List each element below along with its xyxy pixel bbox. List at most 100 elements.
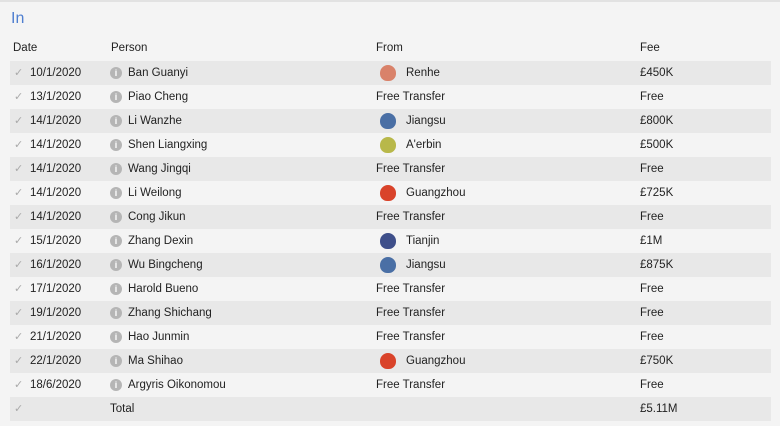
from-text: Free Transfer bbox=[376, 331, 446, 343]
person-name[interactable]: Harold Bueno bbox=[128, 283, 199, 295]
from-text: Free Transfer bbox=[376, 283, 446, 295]
table-row[interactable]: ✓ 22/1/2020 i Ma Shihao Guangzhou £750K bbox=[10, 349, 771, 373]
person-name[interactable]: Ban Guanyi bbox=[128, 67, 189, 79]
header-date[interactable]: Date bbox=[13, 42, 38, 54]
club-name[interactable]: Guangzhou bbox=[406, 187, 466, 199]
header-person[interactable]: Person bbox=[111, 42, 148, 54]
checkmark-icon: ✓ bbox=[14, 139, 24, 151]
info-icon[interactable]: i bbox=[110, 235, 122, 247]
table-row[interactable]: ✓ 14/1/2020 i Shen Liangxing A'erbin £500… bbox=[10, 133, 771, 157]
total-fee: £5.11M bbox=[640, 403, 678, 415]
club-badge-icon bbox=[380, 185, 396, 201]
person-name[interactable]: Cong Jikun bbox=[128, 211, 186, 223]
info-icon[interactable]: i bbox=[110, 163, 122, 175]
checkmark-icon: ✓ bbox=[14, 403, 24, 415]
info-icon[interactable]: i bbox=[110, 115, 122, 127]
club-name[interactable]: Tianjin bbox=[406, 235, 440, 247]
club-badge-icon bbox=[380, 137, 396, 153]
top-divider bbox=[0, 0, 780, 2]
table-row[interactable]: ✓ 13/1/2020 i Piao Cheng Free Transfer Fr… bbox=[10, 85, 771, 109]
from-text: Free Transfer bbox=[376, 379, 446, 391]
person-name[interactable]: Zhang Shichang bbox=[128, 307, 212, 319]
info-icon[interactable]: i bbox=[110, 355, 122, 367]
date-cell: 18/6/2020 bbox=[30, 379, 82, 391]
header-fee[interactable]: Fee bbox=[640, 42, 660, 54]
fee-cell: £750K bbox=[640, 355, 674, 367]
person-name[interactable]: Shen Liangxing bbox=[128, 139, 208, 151]
checkmark-icon: ✓ bbox=[14, 283, 24, 295]
table-row[interactable]: ✓ 15/1/2020 i Zhang Dexin Tianjin £1M bbox=[10, 229, 771, 253]
checkmark-icon: ✓ bbox=[14, 211, 24, 223]
table-row[interactable]: ✓ 19/1/2020 i Zhang Shichang Free Transfe… bbox=[10, 301, 771, 325]
fee-cell: £450K bbox=[640, 67, 674, 79]
info-icon[interactable]: i bbox=[110, 91, 122, 103]
total-row: ✓ Total £5.11M bbox=[10, 397, 771, 421]
info-icon[interactable]: i bbox=[110, 283, 122, 295]
date-cell: 14/1/2020 bbox=[30, 187, 82, 199]
from-text: Free Transfer bbox=[376, 307, 446, 319]
club-name[interactable]: Jiangsu bbox=[406, 259, 446, 271]
fee-cell: £800K bbox=[640, 115, 674, 127]
fee-cell: Free bbox=[640, 283, 664, 295]
table-row[interactable]: ✓ 17/1/2020 i Harold Bueno Free Transfer … bbox=[10, 277, 771, 301]
table-row[interactable]: ✓ 14/1/2020 i Li Weilong Guangzhou £725K bbox=[10, 181, 771, 205]
person-name[interactable]: Li Weilong bbox=[128, 187, 182, 199]
club-name[interactable]: Guangzhou bbox=[406, 355, 466, 367]
date-cell: 15/1/2020 bbox=[30, 235, 82, 247]
club-badge-icon bbox=[380, 353, 396, 369]
person-name[interactable]: Li Wanzhe bbox=[128, 115, 182, 127]
table-row[interactable]: ✓ 21/1/2020 i Hao Junmin Free Transfer Fr… bbox=[10, 325, 771, 349]
date-cell: 14/1/2020 bbox=[30, 115, 82, 127]
date-cell: 13/1/2020 bbox=[30, 91, 82, 103]
from-cell: Free Transfer bbox=[376, 277, 445, 301]
person-name[interactable]: Wu Bingcheng bbox=[128, 259, 203, 271]
from-cell: Free Transfer bbox=[376, 85, 445, 109]
table-row[interactable]: ✓ 16/1/2020 i Wu Bingcheng Jiangsu £875K bbox=[10, 253, 771, 277]
from-cell: Free Transfer bbox=[376, 205, 445, 229]
info-icon[interactable]: i bbox=[110, 379, 122, 391]
club-badge-icon bbox=[380, 113, 396, 129]
checkmark-icon: ✓ bbox=[14, 331, 24, 343]
table-row[interactable]: ✓ 18/6/2020 i Argyris Oikonomou Free Tran… bbox=[10, 373, 771, 397]
person-name[interactable]: Zhang Dexin bbox=[128, 235, 194, 247]
checkmark-icon: ✓ bbox=[14, 91, 24, 103]
checkmark-icon: ✓ bbox=[14, 115, 24, 127]
checkmark-icon: ✓ bbox=[14, 307, 24, 319]
info-icon[interactable]: i bbox=[110, 139, 122, 151]
person-name[interactable]: Argyris Oikonomou bbox=[128, 379, 226, 391]
table-row[interactable]: ✓ 14/1/2020 i Cong Jikun Free Transfer Fr… bbox=[10, 205, 771, 229]
table-row[interactable]: ✓ 14/1/2020 i Li Wanzhe Jiangsu £800K bbox=[10, 109, 771, 133]
from-text: Free Transfer bbox=[376, 91, 446, 103]
info-icon[interactable]: i bbox=[110, 67, 122, 79]
club-badge-icon bbox=[380, 233, 396, 249]
fee-cell: Free bbox=[640, 91, 664, 103]
person-name[interactable]: Hao Junmin bbox=[128, 331, 190, 343]
date-cell: 16/1/2020 bbox=[30, 259, 82, 271]
info-icon[interactable]: i bbox=[110, 259, 122, 271]
club-name[interactable]: A'erbin bbox=[406, 139, 442, 151]
table-row[interactable]: ✓ 10/1/2020 i Ban Guanyi Renhe £450K bbox=[10, 61, 771, 85]
fee-cell: £725K bbox=[640, 187, 674, 199]
fee-cell: Free bbox=[640, 331, 664, 343]
club-name[interactable]: Jiangsu bbox=[406, 115, 446, 127]
info-icon[interactable]: i bbox=[110, 211, 122, 223]
date-cell: 14/1/2020 bbox=[30, 139, 82, 151]
person-name[interactable]: Piao Cheng bbox=[128, 91, 189, 103]
date-cell: 19/1/2020 bbox=[30, 307, 82, 319]
from-cell: Free Transfer bbox=[376, 301, 445, 325]
club-badge-icon bbox=[380, 65, 396, 81]
from-cell: Free Transfer bbox=[376, 325, 445, 349]
person-name[interactable]: Wang Jingqi bbox=[128, 163, 191, 175]
header-from[interactable]: From bbox=[376, 42, 403, 54]
person-name[interactable]: Ma Shihao bbox=[128, 355, 183, 367]
date-cell: 14/1/2020 bbox=[30, 211, 82, 223]
info-icon[interactable]: i bbox=[110, 331, 122, 343]
fee-cell: £875K bbox=[640, 259, 674, 271]
checkmark-icon: ✓ bbox=[14, 379, 24, 391]
table-row[interactable]: ✓ 14/1/2020 i Wang Jingqi Free Transfer F… bbox=[10, 157, 771, 181]
info-icon[interactable]: i bbox=[110, 187, 122, 199]
info-icon[interactable]: i bbox=[110, 307, 122, 319]
checkmark-icon: ✓ bbox=[14, 355, 24, 367]
date-cell: 10/1/2020 bbox=[30, 67, 82, 79]
club-name[interactable]: Renhe bbox=[406, 67, 440, 79]
